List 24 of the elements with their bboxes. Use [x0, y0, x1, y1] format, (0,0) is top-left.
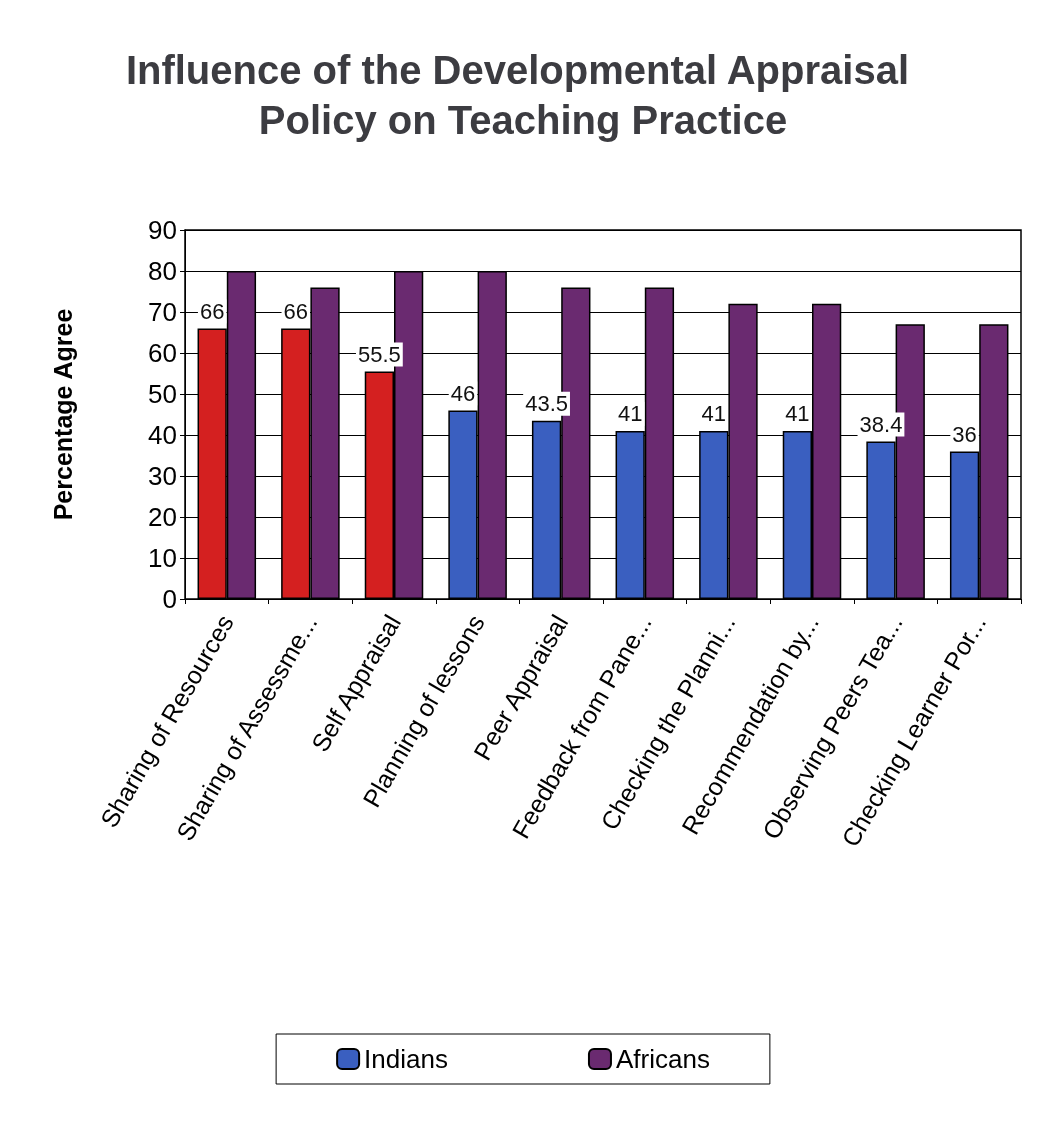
data-label: 46	[450, 380, 476, 406]
chart-title: Influence of the Developmental Appraisal Policy on Teaching Practice	[125, 48, 921, 142]
data-label: 41	[785, 401, 810, 427]
y-tick-label: 80	[148, 256, 177, 286]
y-axis-title: Percentage Agree	[48, 308, 77, 521]
data-label: 41	[701, 401, 727, 427]
data-label: 55.5	[357, 341, 401, 367]
y-tick-label: 90	[148, 215, 177, 245]
legend-label: Africans	[615, 1044, 710, 1074]
legend-label: Indians	[364, 1044, 448, 1074]
y-tick-label: 40	[148, 420, 177, 450]
y-tick-label: 50	[148, 379, 177, 409]
y-tick-label: 10	[148, 543, 177, 573]
data-label: 38.4	[859, 412, 903, 438]
y-tick-label: 30	[148, 461, 177, 491]
data-label: 66	[283, 298, 309, 324]
data-label: 41	[617, 401, 643, 427]
data-label: 66	[199, 298, 225, 324]
y-tick-label: 70	[148, 297, 177, 327]
y-tick-label: 20	[148, 502, 177, 532]
data-label: 43.5	[525, 391, 568, 417]
y-tick-label: 0	[162, 584, 177, 614]
y-tick-label: 60	[148, 338, 177, 368]
data-label: 36	[952, 421, 977, 447]
